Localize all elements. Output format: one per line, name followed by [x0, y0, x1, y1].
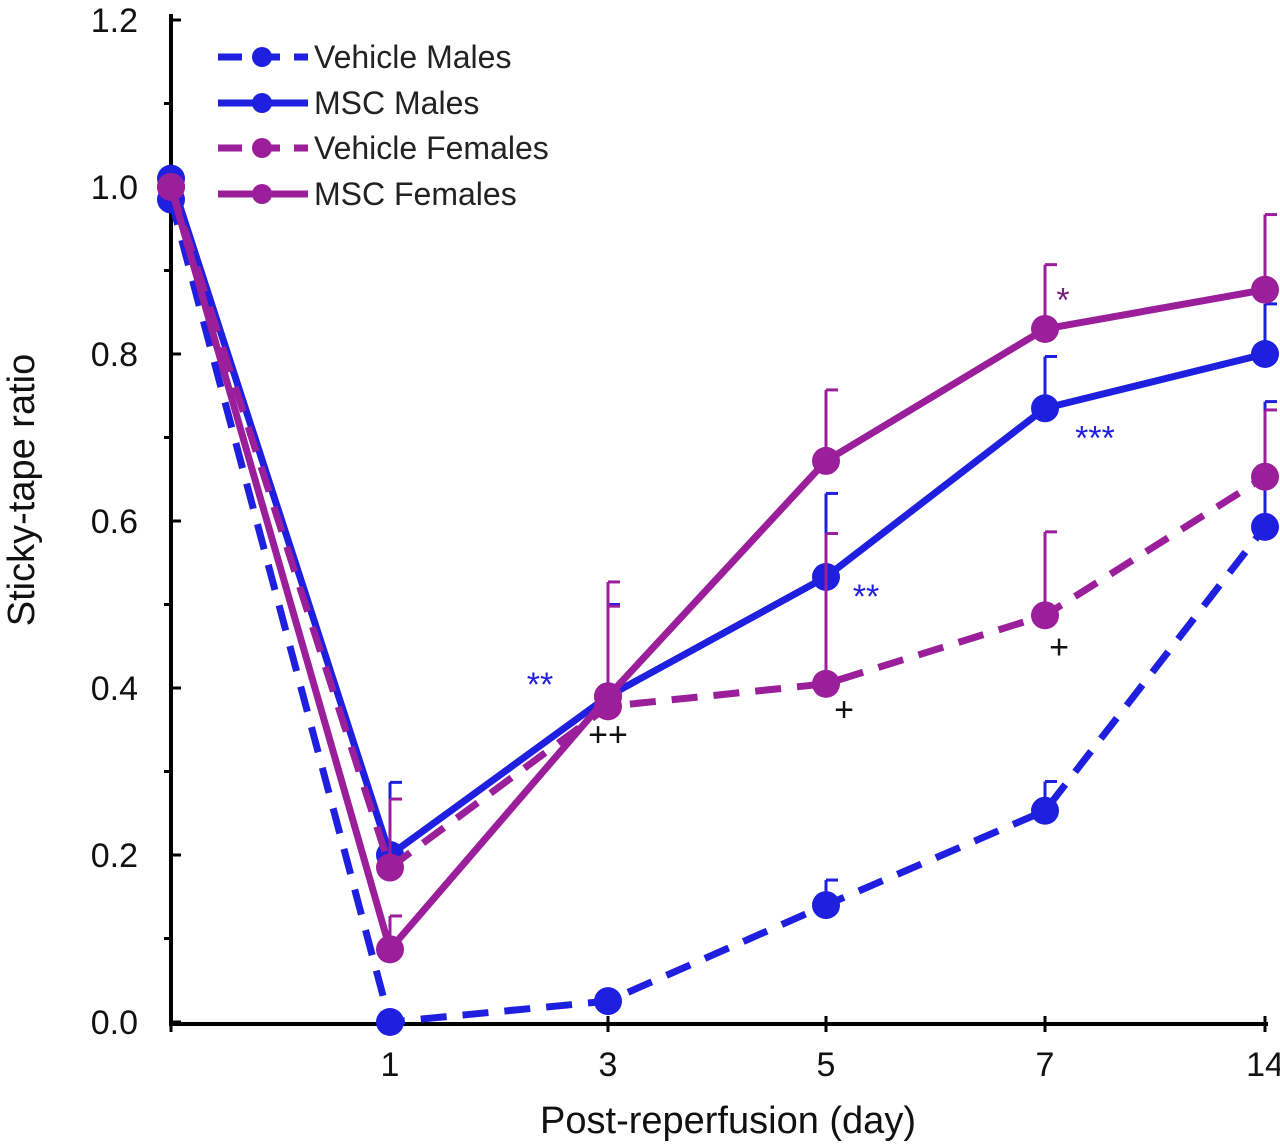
x-tick-label: 3: [599, 1046, 618, 1084]
legend-swatch-marker: [252, 184, 272, 204]
y-tick-label: 0.2: [91, 837, 138, 875]
data-point: [1031, 394, 1059, 423]
y-ticks: 0.0 0.2 0.4 0.6 0.8 1.0 1.2: [91, 2, 181, 1042]
data-point: [157, 173, 185, 201]
data-point: [1251, 462, 1279, 491]
x-tick-label: 5: [817, 1046, 836, 1084]
series-line: [167, 185, 1267, 872]
legend: Vehicle Males MSC Males Vehicle Females MSC…: [218, 39, 549, 212]
legend-item: MSC Females: [218, 176, 517, 212]
data-point: [376, 1008, 404, 1036]
data-point: [376, 853, 404, 882]
significance-annotations: **++**+****+: [527, 282, 1115, 754]
legend-swatch-marker: [252, 138, 272, 158]
significance-marker: **: [527, 666, 553, 704]
legend-label: MSC Females: [314, 176, 517, 212]
series-line: [167, 186, 1266, 953]
data-point: [1031, 796, 1059, 825]
x-axis-title: Post-reperfusion (day): [540, 1100, 916, 1142]
data-point: [376, 935, 404, 964]
x-tick-label: 14: [1246, 1046, 1280, 1084]
significance-marker: *: [1056, 282, 1069, 320]
significance-marker: +: [834, 691, 854, 729]
x-ticks: 1 3 5 7 14: [169, 1016, 1280, 1084]
significance-marker: **: [853, 578, 879, 616]
x-tick-label: 1: [381, 1046, 400, 1084]
data-point: [812, 669, 840, 698]
legend-swatch-marker: [252, 47, 272, 67]
y-axis-title: Sticky-tape ratio: [1, 354, 43, 626]
series-line: [167, 177, 1266, 859]
data-point: [1251, 275, 1279, 304]
significance-marker: ++: [588, 716, 628, 754]
series-msc-males: [157, 164, 1279, 869]
legend-label: Vehicle Males: [314, 39, 511, 75]
series-line: [167, 198, 1268, 1026]
legend-label: Vehicle Females: [314, 130, 549, 166]
y-tick-label: 0.0: [91, 1004, 138, 1042]
x-tick-label: 7: [1036, 1046, 1055, 1084]
significance-marker: +: [1049, 628, 1069, 666]
series-vehicle-males: [157, 185, 1279, 1036]
data-point: [1251, 512, 1279, 541]
y-tick-label: 1.2: [91, 2, 138, 40]
data-point: [812, 891, 840, 920]
data-point: [594, 682, 622, 711]
legend-item: MSC Males: [218, 85, 479, 121]
y-tick-label: 0.8: [91, 336, 138, 374]
data-point: [1251, 340, 1279, 368]
series-msc-females: [157, 173, 1279, 964]
legend-label: MSC Males: [314, 85, 479, 121]
y-tick-label: 0.6: [91, 503, 138, 541]
series-layer: [157, 164, 1279, 1036]
data-point: [812, 446, 840, 475]
y-tick-label: 0.4: [91, 670, 138, 708]
legend-swatch-marker: [252, 93, 272, 113]
y-tick-label: 1.0: [91, 169, 138, 207]
data-point: [1031, 601, 1059, 630]
significance-marker: ***: [1075, 420, 1115, 458]
data-point: [1031, 314, 1059, 343]
legend-item: Vehicle Males: [218, 39, 511, 75]
data-point: [594, 987, 622, 1016]
legend-item: Vehicle Females: [218, 130, 549, 166]
